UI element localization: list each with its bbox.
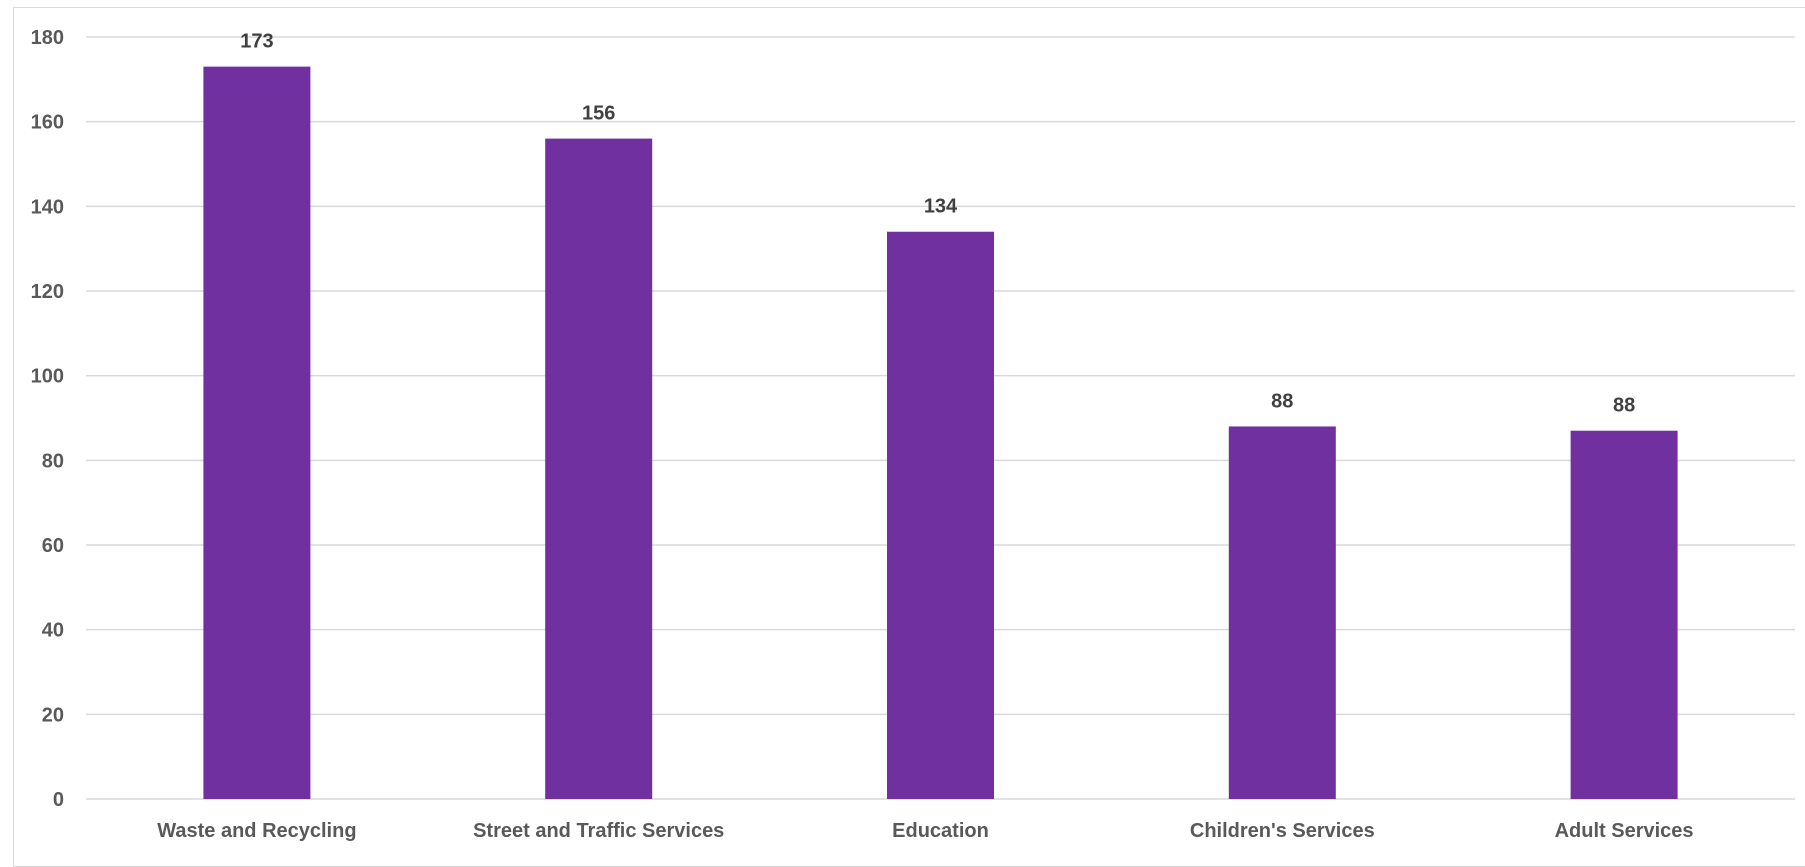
y-tick-label: 100 [31, 366, 64, 388]
y-tick-label: 160 [31, 112, 64, 134]
y-tick-label: 80 [42, 450, 64, 472]
bar [545, 138, 653, 800]
data-label: 173 [240, 31, 273, 53]
x-category-label: Waste and Recycling [157, 820, 356, 842]
data-label: 88 [1613, 395, 1635, 417]
data-label: 134 [924, 196, 958, 218]
y-tick-label: 20 [42, 704, 64, 726]
bar [1570, 430, 1678, 799]
y-tick-label: 40 [42, 620, 64, 642]
x-category-label: Street and Traffic Services [473, 820, 724, 842]
bar [1228, 426, 1336, 799]
y-tick-label: 180 [31, 27, 64, 49]
data-label: 88 [1271, 390, 1293, 412]
bar [887, 231, 994, 799]
bar [203, 66, 311, 800]
data-label: 156 [582, 103, 615, 125]
x-category-label: Adult Services [1555, 820, 1694, 842]
y-tick-label: 120 [31, 281, 64, 303]
x-category-label: Education [892, 820, 989, 842]
y-tick-label: 60 [42, 535, 64, 557]
x-category-label: Children's Services [1190, 820, 1375, 842]
y-tick-label: 140 [31, 196, 64, 218]
y-tick-label: 0 [53, 789, 64, 811]
